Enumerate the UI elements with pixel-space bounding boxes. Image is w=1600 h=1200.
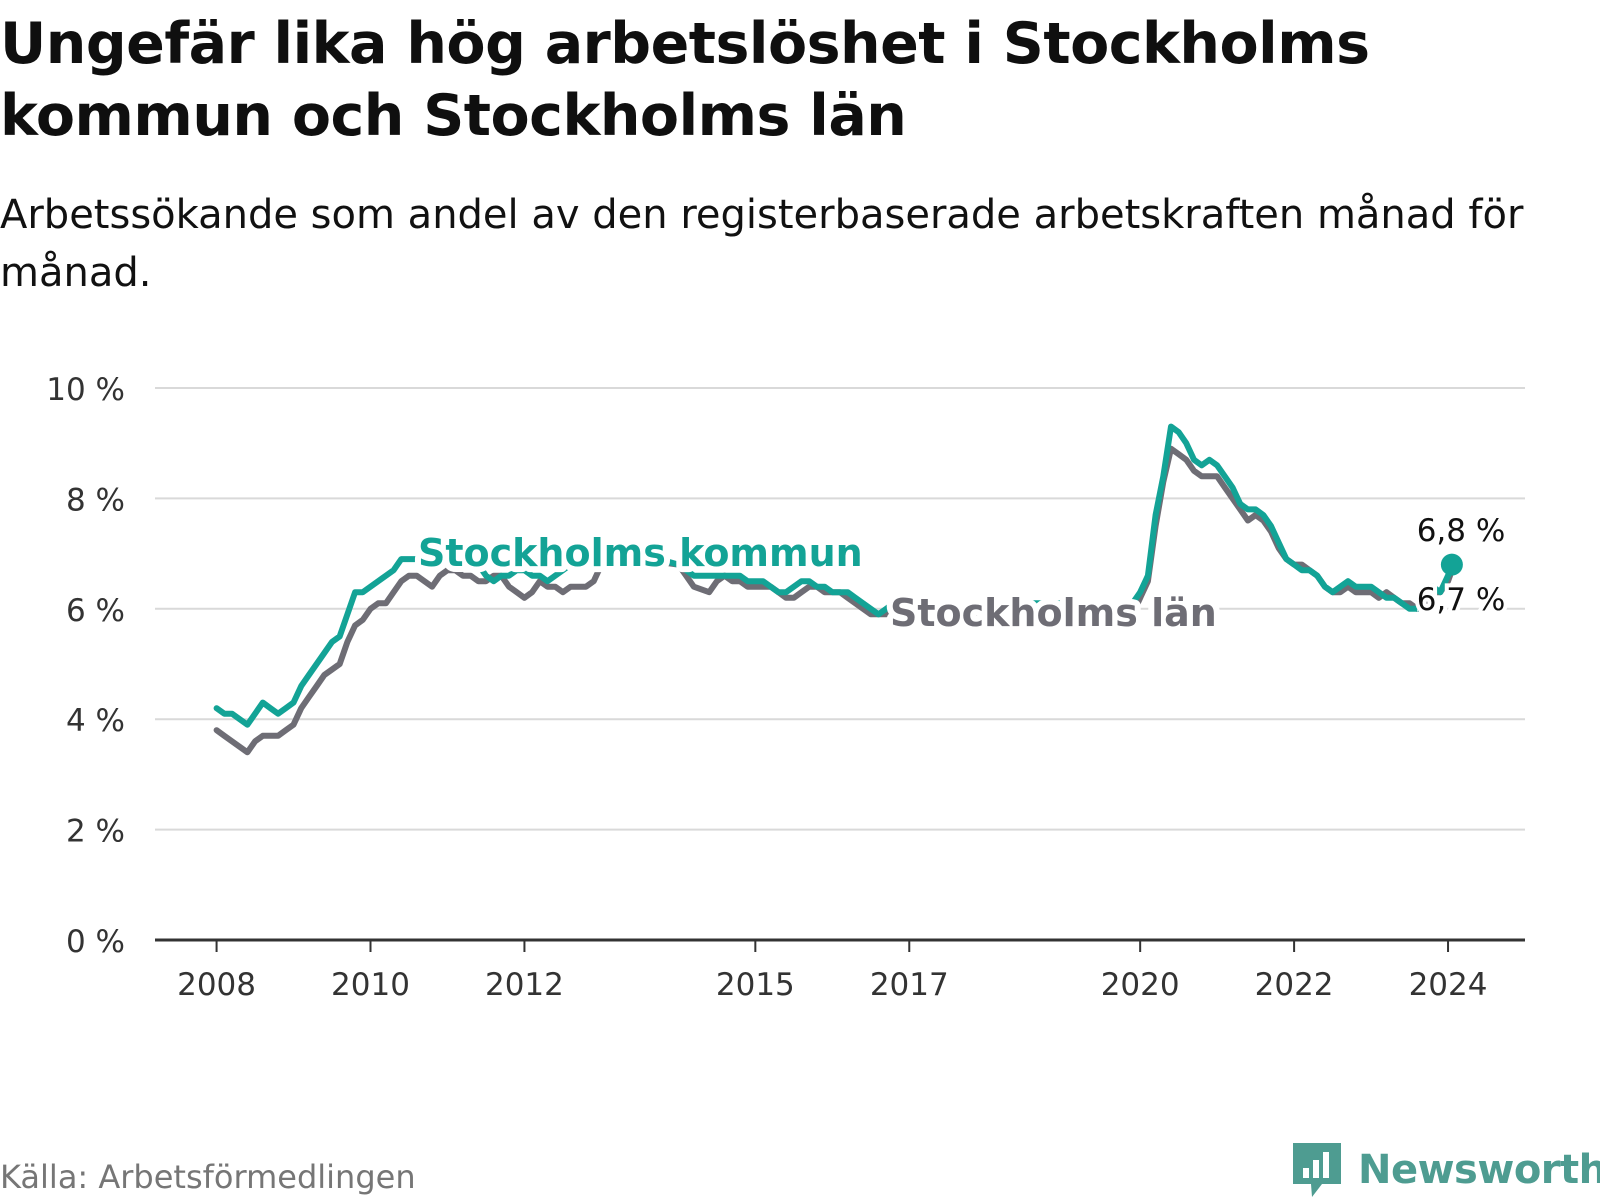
gridlines: [155, 387, 1525, 831]
series-line-stockholms-lan: [213, 445, 1455, 756]
y-tick-label: 4 %: [66, 703, 125, 739]
end-value-label-kommun: 6,8 %: [1417, 513, 1506, 549]
end-value-label-lan: 6,7 %: [1417, 582, 1506, 618]
series-label-stockholms-lan: Stockholms län: [890, 591, 1217, 635]
y-tick-label: 6 %: [66, 593, 125, 629]
brand-name: Newsworthy: [1358, 1147, 1600, 1193]
series-line-stockholms-kommun: [213, 423, 1455, 728]
y-axis-ticks: 0 % 2 % 4 % 6 % 8 % 10 %: [46, 372, 125, 960]
source-note: Källa: Arbetsförmedlingen: [0, 1158, 416, 1196]
x-tick-label: 2012: [485, 967, 564, 1003]
x-tick-label: 2008: [177, 967, 256, 1003]
x-tick-label: 2017: [870, 967, 949, 1003]
series-label-stockholms-kommun: Stockholms kommun: [418, 531, 863, 575]
x-tick-label: 2015: [716, 967, 795, 1003]
x-tick-label: 2024: [1409, 967, 1488, 1003]
series-labels: Stockholms kommun Stockholms län 6,8 % 6,7 …: [412, 509, 1509, 641]
y-tick-label: 2 %: [66, 814, 125, 850]
brand-logo[interactable]: Newsworthy: [1290, 1140, 1600, 1200]
chart-subtitle: Arbetssökande som andel av den registerb…: [0, 192, 1524, 296]
x-axis: 2008 2010 2012 2015 2017 2020 2022 2024: [155, 938, 1525, 1003]
x-tick-label: 2010: [331, 967, 410, 1003]
series-lines: [213, 423, 1463, 756]
end-point-marker-kommun: [1440, 553, 1463, 576]
y-tick-label: 10 %: [46, 372, 125, 408]
newsworthy-logo-icon: [1293, 1143, 1341, 1197]
x-tick-label: 2020: [1101, 967, 1180, 1003]
chart-title: Ungefär lika hög arbetslöshet i Stockhol…: [0, 11, 1370, 149]
x-tick-label: 2022: [1255, 967, 1334, 1003]
y-tick-label: 0 %: [66, 924, 125, 960]
y-tick-label: 8 %: [66, 482, 125, 518]
